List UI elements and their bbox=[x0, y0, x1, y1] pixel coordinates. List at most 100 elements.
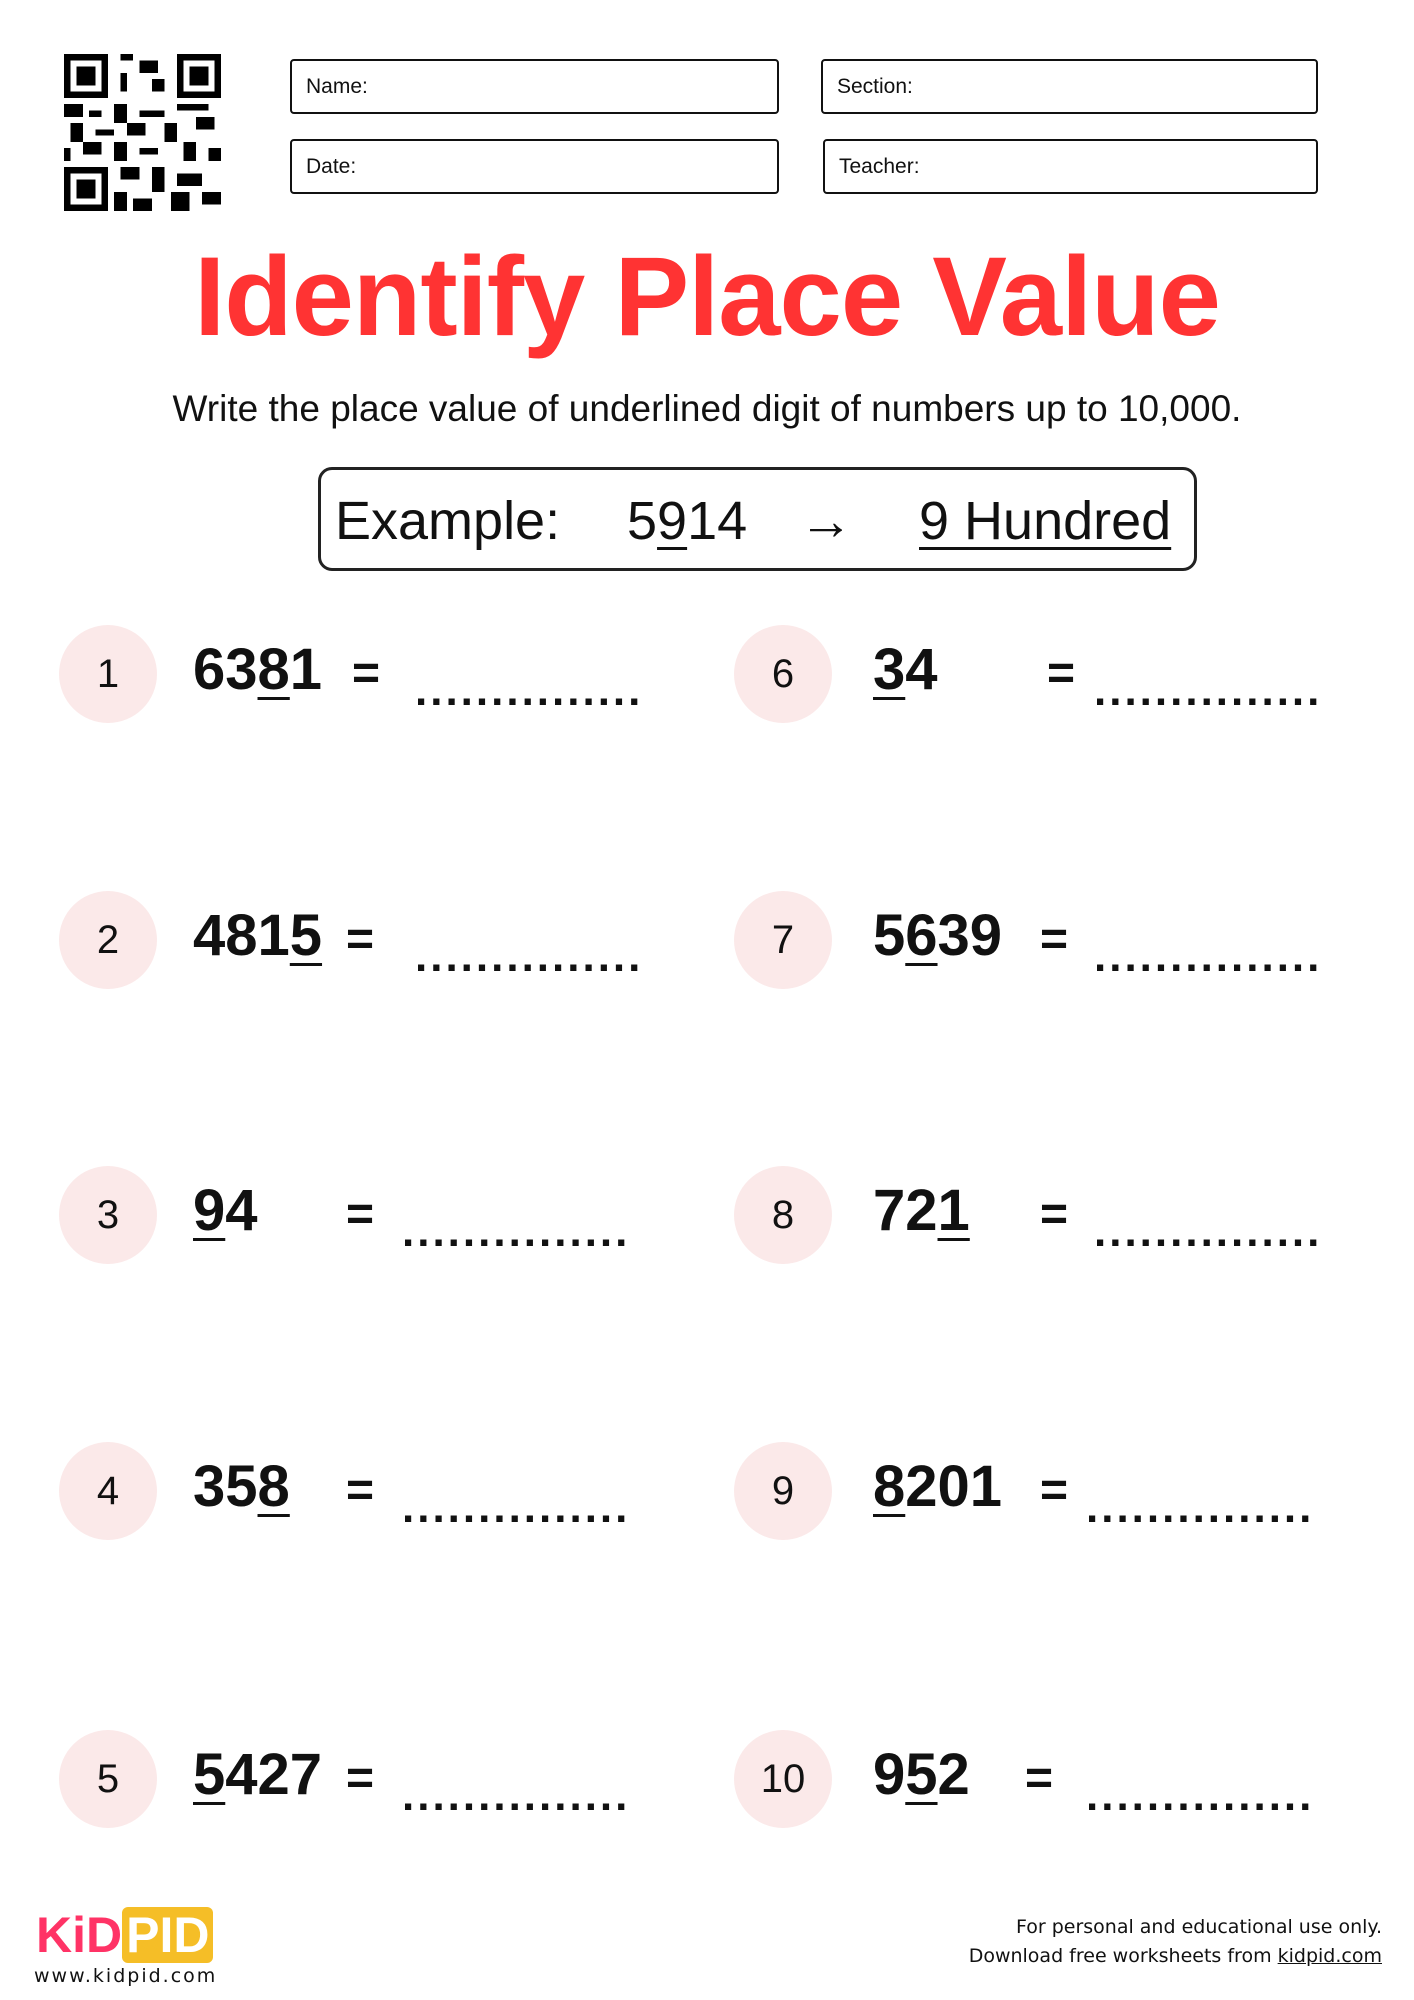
logo-kid: KiD bbox=[36, 1907, 123, 1963]
question-number-badge: 5 bbox=[59, 1730, 157, 1828]
equals-sign: = bbox=[1047, 647, 1076, 700]
equals-sign: = bbox=[352, 647, 381, 700]
equals-sign: = bbox=[346, 1464, 375, 1517]
answer-blank[interactable]: ............... bbox=[1094, 932, 1323, 981]
question-value: 358 bbox=[193, 1453, 290, 1520]
kidpid-link[interactable]: kidpid.com bbox=[1277, 1945, 1382, 1967]
question-number-badge: 8 bbox=[734, 1166, 832, 1264]
question-number: 2 bbox=[96, 917, 120, 962]
example-number: 5914 bbox=[627, 490, 747, 552]
example-underlined-digit: 9 bbox=[657, 491, 688, 551]
underlined-digit: 5 bbox=[905, 1742, 938, 1807]
question-number-badge: 1 bbox=[59, 625, 157, 723]
digits-after: 4 bbox=[905, 637, 938, 702]
underlined-digit: 1 bbox=[937, 1178, 970, 1243]
digits-before: 5 bbox=[873, 903, 906, 968]
qr-code bbox=[64, 54, 221, 211]
underlined-digit: 8 bbox=[257, 1454, 290, 1519]
footer-note: For personal and educational use only. D… bbox=[969, 1913, 1382, 1971]
underlined-digit: 5 bbox=[193, 1742, 226, 1807]
date-field[interactable]: Date: bbox=[290, 139, 779, 194]
question-number: 6 bbox=[771, 651, 795, 696]
logo-pid: PID bbox=[122, 1907, 214, 1963]
equals-sign: = bbox=[1025, 1752, 1054, 1805]
teacher-label: Teacher: bbox=[839, 154, 920, 178]
digits-after: 1 bbox=[289, 637, 323, 702]
equals-sign: = bbox=[346, 1188, 375, 1241]
question-number-badge: 6 bbox=[734, 625, 832, 723]
underlined-digit: 8 bbox=[873, 1454, 906, 1519]
question-value: 721 bbox=[873, 1177, 970, 1244]
question-number: 5 bbox=[96, 1756, 120, 1801]
section-label: Section: bbox=[837, 74, 913, 98]
question-number: 1 bbox=[96, 651, 120, 696]
question-number-badge: 7 bbox=[734, 891, 832, 989]
question-value: 5427 bbox=[193, 1741, 322, 1808]
digits-before: 35 bbox=[193, 1454, 258, 1519]
question-value: 4815 bbox=[193, 902, 322, 969]
example-number-after: 14 bbox=[687, 491, 748, 551]
question-value: 34 bbox=[873, 636, 938, 703]
answer-blank[interactable]: ............... bbox=[402, 1207, 631, 1256]
equals-sign: = bbox=[1040, 1188, 1069, 1241]
digits-after: 201 bbox=[905, 1454, 1003, 1519]
question-number: 9 bbox=[771, 1468, 795, 1513]
footer-line2: Download free worksheets from kidpid.com bbox=[969, 1942, 1382, 1971]
equals-sign: = bbox=[346, 913, 375, 966]
question-value: 952 bbox=[873, 1741, 970, 1808]
instructions: Write the place value of underlined digi… bbox=[172, 388, 1242, 429]
underlined-digit: 5 bbox=[289, 903, 323, 968]
example-box: Example: 5914 → 9 Hundred bbox=[318, 467, 1197, 571]
underlined-digit: 9 bbox=[193, 1178, 226, 1243]
example-label: Example: bbox=[335, 491, 561, 551]
logo-website: www.kidpid.com bbox=[34, 1965, 218, 1987]
question-value: 8201 bbox=[873, 1453, 1002, 1520]
underlined-digit: 3 bbox=[873, 637, 906, 702]
question-number: 7 bbox=[771, 917, 795, 962]
question-number-badge: 4 bbox=[59, 1442, 157, 1540]
answer-blank[interactable]: ............... bbox=[1086, 1771, 1315, 1820]
answer-blank[interactable]: ............... bbox=[1086, 1483, 1315, 1532]
question-number: 10 bbox=[760, 1756, 806, 1801]
digits-after: 2 bbox=[937, 1742, 970, 1807]
example-number-before: 5 bbox=[627, 491, 658, 551]
teacher-field[interactable]: Teacher: bbox=[823, 139, 1318, 194]
question-number: 8 bbox=[771, 1192, 795, 1237]
page-title: Identify Place Value bbox=[194, 234, 1221, 359]
digits-after: 4 bbox=[225, 1178, 258, 1243]
date-label: Date: bbox=[306, 154, 357, 178]
digits-after: 39 bbox=[937, 903, 1003, 968]
equals-sign: = bbox=[1040, 1464, 1069, 1517]
kidpid-logo: KiDPID bbox=[36, 1906, 214, 1964]
underlined-digit: 6 bbox=[905, 903, 938, 968]
question-number-badge: 9 bbox=[734, 1442, 832, 1540]
underlined-digit: 8 bbox=[257, 637, 290, 702]
arrow-icon: → bbox=[799, 491, 853, 551]
answer-blank[interactable]: ............... bbox=[402, 1771, 631, 1820]
digits-before: 9 bbox=[873, 1742, 906, 1807]
question-number-badge: 3 bbox=[59, 1166, 157, 1264]
answer-blank[interactable]: ............... bbox=[402, 1483, 631, 1532]
question-value: 6381 bbox=[193, 636, 322, 703]
example-answer: 9 Hundred bbox=[919, 491, 1172, 551]
section-field[interactable]: Section: bbox=[821, 59, 1318, 114]
answer-blank[interactable]: ............... bbox=[1094, 666, 1323, 715]
question-number: 4 bbox=[96, 1468, 120, 1513]
question-value: 5639 bbox=[873, 902, 1002, 969]
name-label: Name: bbox=[306, 74, 368, 98]
answer-blank[interactable]: ............... bbox=[1094, 1207, 1323, 1256]
footer-line1: For personal and educational use only. bbox=[1015, 1916, 1382, 1938]
answer-blank[interactable]: ............... bbox=[415, 932, 644, 981]
question-number-badge: 10 bbox=[734, 1730, 832, 1828]
footer-line2-prefix: Download free worksheets from bbox=[968, 1945, 1278, 1967]
question-value: 94 bbox=[193, 1177, 258, 1244]
digits-before: 481 bbox=[193, 903, 290, 968]
digits-before: 63 bbox=[193, 637, 258, 702]
answer-blank[interactable]: ............... bbox=[415, 666, 644, 715]
equals-sign: = bbox=[346, 1752, 375, 1805]
digits-after: 427 bbox=[225, 1742, 323, 1807]
name-field[interactable]: Name: bbox=[290, 59, 779, 114]
equals-sign: = bbox=[1040, 913, 1069, 966]
digits-before: 72 bbox=[873, 1178, 938, 1243]
question-number-badge: 2 bbox=[59, 891, 157, 989]
